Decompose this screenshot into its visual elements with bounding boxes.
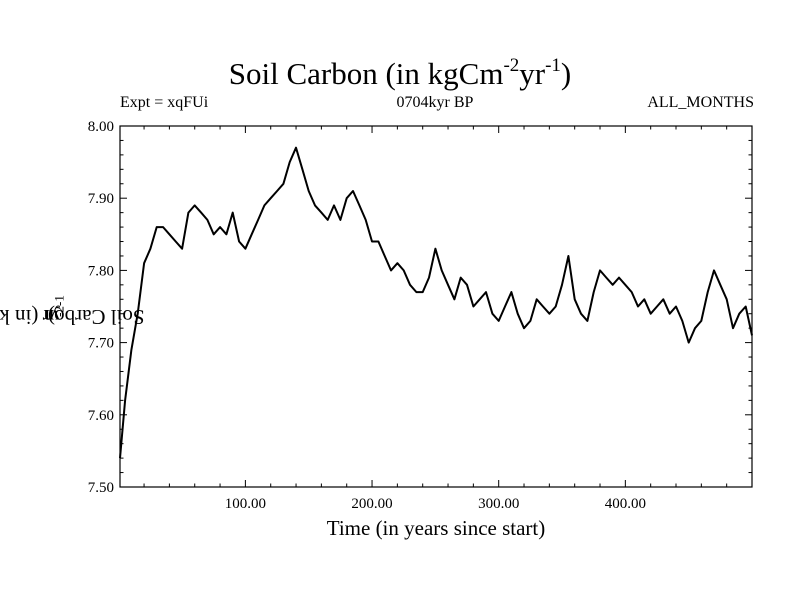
y-tick-label: 7.70: [88, 336, 114, 352]
series-line-soil-carbon: [119, 146, 753, 459]
x-axis-label: Time (in years since start): [326, 516, 546, 540]
x-tick-label: 400.00: [605, 496, 646, 512]
y-tick-label: 7.60: [88, 408, 114, 424]
y-tick-label: 8.00: [88, 119, 114, 135]
period-label: 0704kyr BP: [396, 94, 474, 111]
x-tick-label: 100.00: [225, 496, 266, 512]
chart-title: Soil Carbon (in kgCm-2yr-1): [228, 55, 572, 91]
y-tick-label: 7.50: [88, 480, 114, 496]
y-tick-label: 7.90: [88, 191, 114, 207]
plot-frame: [119, 125, 753, 488]
x-tick-label: 200.00: [351, 496, 392, 512]
x-tick-label: 300.00: [478, 496, 519, 512]
experiment-label: Expt = xqFUi: [120, 94, 209, 111]
y-tick-label: 7.80: [88, 263, 114, 279]
months-label: ALL_MONTHS: [647, 94, 754, 111]
